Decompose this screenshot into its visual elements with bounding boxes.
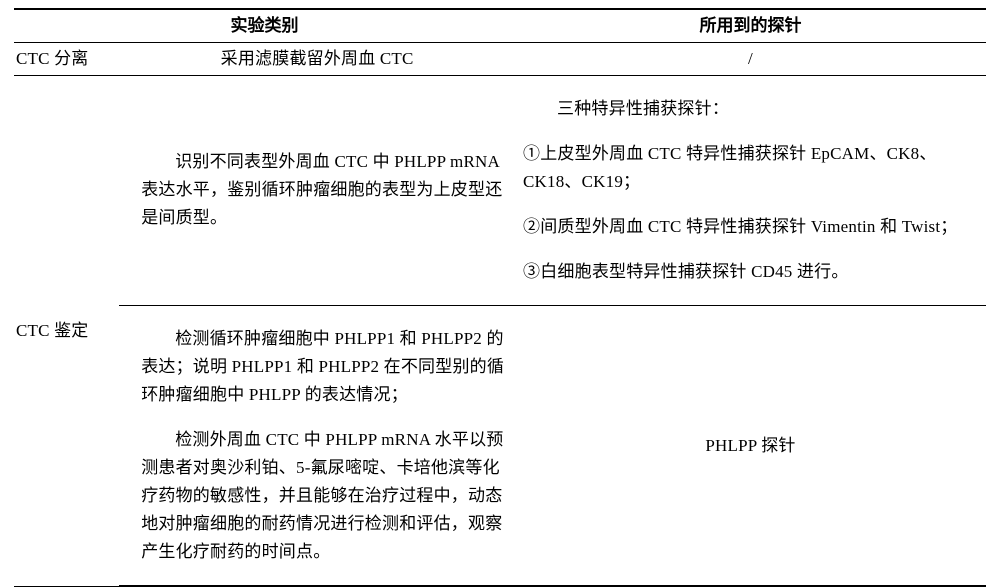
table-header: 实验类别 所用到的探针 (14, 9, 986, 42)
paragraph: ①上皮型外周血 CTC 特异性捕获探针 EpCAM、CK8、CK18、CK19； (523, 140, 978, 196)
cell-category: CTC 分离 (14, 42, 119, 75)
paragraph: 识别不同表型外周血 CTC 中 PHLPP mRNA 表达水平，鉴别循环肿瘤细胞… (141, 148, 507, 232)
table-container: 实验类别 所用到的探针 CTC 分离 采用滤膜截留外周血 CTC / CTC 鉴… (0, 0, 1000, 523)
paragraph: 检测外周血 CTC 中 PHLPP mRNA 水平以预测患者对奥沙利铂、5-氟尿… (141, 426, 507, 566)
experiment-table: 实验类别 所用到的探针 CTC 分离 采用滤膜截留外周血 CTC / CTC 鉴… (14, 8, 986, 587)
cell-method: 识别不同表型外周血 CTC 中 PHLPP mRNA 表达水平，鉴别循环肿瘤细胞… (119, 75, 515, 305)
cell-probe: / (515, 42, 986, 75)
cell-category: CTC 鉴定 (14, 75, 119, 586)
cell-probe: PHLPP 探针 (515, 306, 986, 587)
cell-method: 采用滤膜截留外周血 CTC (119, 42, 515, 75)
cell-probe: 三种特异性捕获探针： ①上皮型外周血 CTC 特异性捕获探针 EpCAM、CK8… (515, 75, 986, 305)
paragraph: ②间质型外周血 CTC 特异性捕获探针 Vimentin 和 Twist； (523, 213, 978, 241)
paragraph: ③白细胞表型特异性捕获探针 CD45 进行。 (523, 258, 978, 286)
table-row: CTC 分离 采用滤膜截留外周血 CTC / (14, 42, 986, 75)
header-category: 实验类别 (14, 9, 515, 42)
cell-method: 检测循环肿瘤细胞中 PHLPP1 和 PHLPP2 的表达；说明 PHLPP1 … (119, 306, 515, 587)
paragraph: 三种特异性捕获探针： (523, 95, 978, 123)
header-probe: 所用到的探针 (515, 9, 986, 42)
table-row: 检测循环肿瘤细胞中 PHLPP1 和 PHLPP2 的表达；说明 PHLPP1 … (14, 306, 986, 587)
table-row: CTC 鉴定 识别不同表型外周血 CTC 中 PHLPP mRNA 表达水平，鉴… (14, 75, 986, 305)
paragraph: 检测循环肿瘤细胞中 PHLPP1 和 PHLPP2 的表达；说明 PHLPP1 … (141, 325, 507, 409)
